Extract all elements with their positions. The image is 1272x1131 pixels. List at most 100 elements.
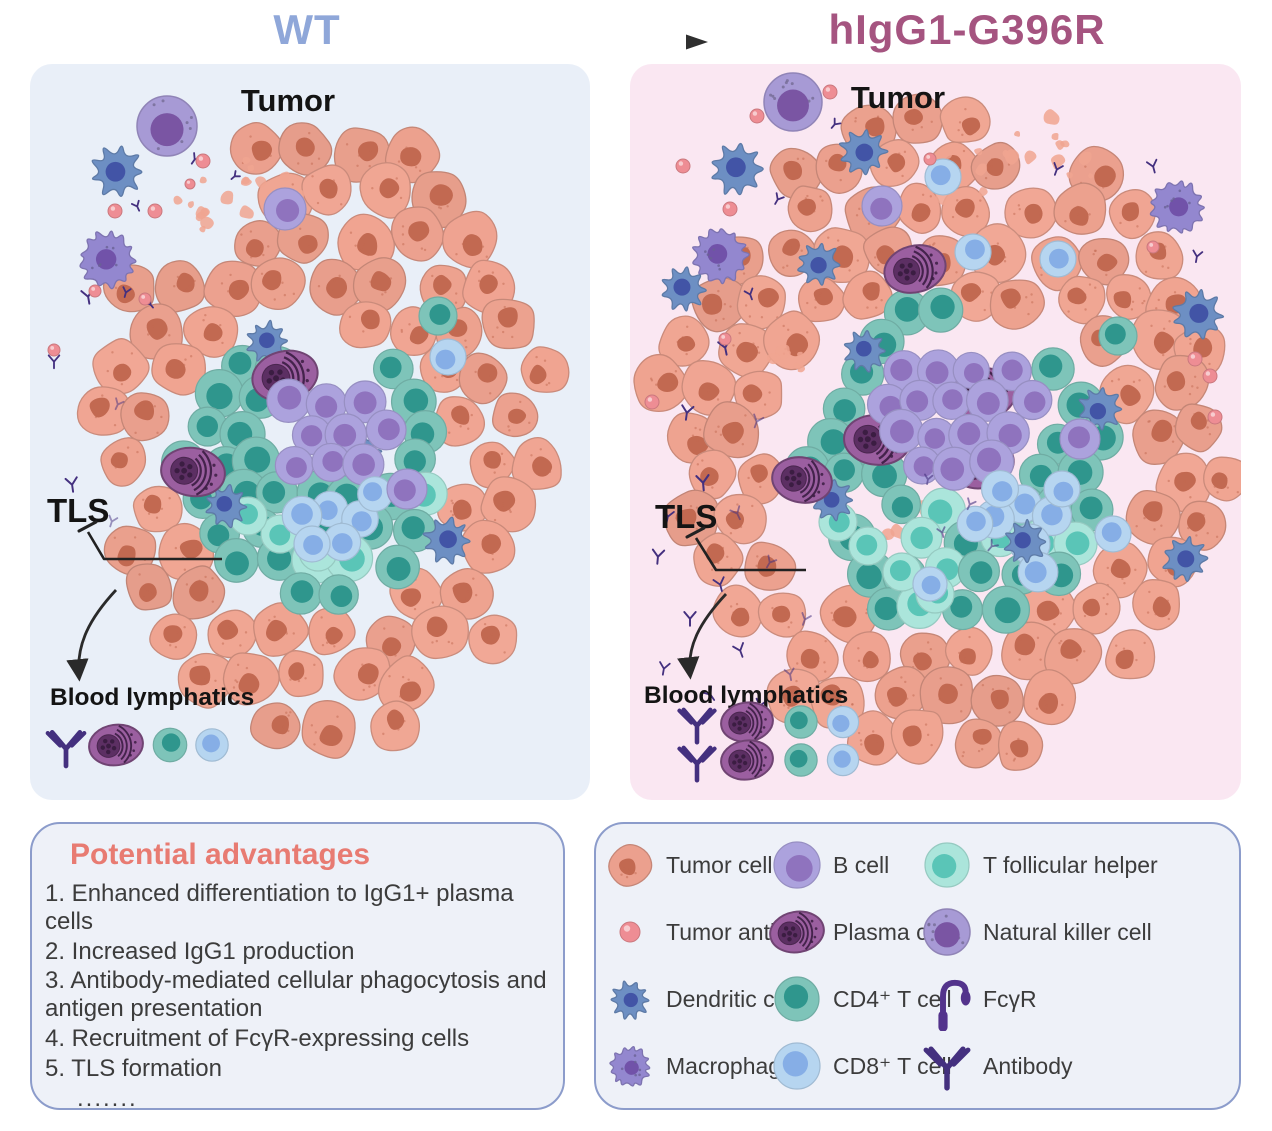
legend-label: Tumor cell	[666, 852, 773, 878]
legend-item-antibody: Antibody	[917, 1033, 1239, 1100]
antibody-icon	[966, 497, 977, 511]
antibody-icon	[677, 745, 717, 783]
dendritic-cell	[1172, 288, 1225, 340]
advantages-box: Potential advantages 1. Enhanced differe…	[30, 822, 565, 1113]
antibody-icon	[783, 667, 795, 682]
legend-item-t-follicular-helper: T follicular helper	[917, 832, 1239, 899]
dendritic-cell	[1003, 518, 1047, 564]
antibody-icon	[830, 117, 842, 129]
tumor-antigens	[644, 84, 1223, 425]
antibody-icon	[701, 685, 716, 701]
cd8-t-cell-icon	[195, 728, 229, 762]
dendritic-cell	[843, 330, 886, 373]
lymphatics-arrow	[677, 593, 728, 680]
plasma-cell	[771, 456, 833, 504]
legend-item-cd8-t-cell: CD8⁺ T cell	[767, 1033, 952, 1100]
legend-label: B cell	[833, 852, 890, 878]
cd8-t-cell-icon	[826, 743, 860, 777]
tumor-mass	[76, 121, 570, 759]
tumor-antigen-icon	[138, 292, 152, 306]
legend-box: Tumor cell Tumor antigen Dendritic cells Ma…	[594, 822, 1241, 1110]
dendritic-cell	[661, 266, 707, 312]
b-cell-cluster	[266, 378, 407, 486]
immune-cells	[661, 72, 1225, 583]
legend-label: Antibody	[983, 1053, 1073, 1079]
antibody-icon	[712, 576, 725, 592]
dendritic-cell-icon	[610, 980, 650, 1020]
tumor-antigen-icon	[107, 203, 123, 219]
b-cell-cluster	[866, 349, 1053, 491]
antibody-icon	[108, 514, 119, 528]
antibody-icon	[732, 642, 744, 658]
tumor-antigen-icon	[675, 158, 691, 174]
antibody-icon	[695, 474, 710, 492]
antibody-icon	[774, 192, 785, 205]
antibody-icon	[683, 611, 697, 627]
tls-label: TLS	[655, 498, 717, 535]
tumor-antigen-icon	[644, 394, 660, 410]
cd8-t-cell	[954, 233, 992, 271]
tumor-antigen-icon	[1146, 240, 1160, 254]
antibody-icon	[1145, 158, 1158, 174]
cd8-t-cell-icon	[773, 1041, 821, 1090]
tumor-antigen-icon	[1187, 351, 1203, 367]
antibody-icon	[801, 612, 812, 626]
natural-killer-cell-icon	[923, 907, 971, 956]
tumor-antigen-icon	[195, 153, 211, 169]
tumor-antigen-icon	[184, 178, 196, 190]
tumor-antigen-icon	[923, 152, 937, 166]
legend-item-b-cell: B cell	[767, 832, 917, 899]
tumor-antigen-icon	[147, 203, 163, 219]
cd4-t-cell	[418, 296, 458, 336]
immune-cells	[79, 95, 471, 565]
dendritic-cell	[1162, 536, 1209, 583]
legend-label: FcγR	[983, 986, 1037, 1012]
tumor-cell-icon	[608, 843, 653, 887]
lymphatics-arrow	[66, 589, 118, 682]
dendritic-cell	[246, 319, 288, 363]
tls-label: TLS	[47, 492, 109, 529]
b-cell	[386, 468, 428, 510]
transition-arrow-icon	[528, 34, 708, 50]
cd8-t-cell	[1039, 240, 1077, 278]
cd8-cluster	[912, 469, 1081, 602]
macrophage-icon	[609, 1045, 651, 1087]
macrophage	[1149, 180, 1205, 234]
advantage-item: 5. TLS formation	[45, 1054, 222, 1082]
tumor-antigen-icon	[619, 921, 641, 942]
advantage-item: 1. Enhanced differentiation to IgG1+ pla…	[45, 880, 514, 935]
legend-item-tumor-cell: Tumor cell	[600, 832, 773, 899]
advantages-list: 1. Enhanced differentiation to IgG1+ pla…	[32, 880, 563, 1113]
b-cell-icon	[773, 840, 821, 889]
legend-label: CD4⁺ T cell	[833, 986, 952, 1012]
tls-leader-line	[86, 531, 222, 561]
antibody-icon	[230, 170, 241, 180]
antibody-icon	[753, 413, 765, 429]
legend-label: Natural killer cell	[983, 919, 1152, 945]
tumor-antigen-icon	[718, 332, 732, 346]
antibody-icon	[651, 548, 666, 565]
cd8-t-cell	[1094, 515, 1132, 553]
dendritic-cell	[422, 516, 471, 565]
antibody-icon	[47, 354, 61, 370]
macrophage	[79, 230, 137, 290]
plasma-cell-icon	[88, 723, 144, 767]
legend-column: T follicular helper Natural killer cell Fc…	[917, 832, 1239, 1104]
antibody-icon	[923, 1045, 971, 1091]
fcgr-icon	[938, 979, 971, 1031]
antibody-icon	[64, 476, 78, 493]
cd8-t-cell-icon	[826, 705, 860, 739]
cd8-t-cell	[429, 338, 467, 376]
cd8-cluster	[281, 476, 393, 563]
tumor-antigen-icon	[47, 343, 61, 357]
plasma-cell-icon	[720, 701, 774, 743]
dendritic-cell	[91, 145, 143, 197]
legend-column: Tumor cell Tumor antigen Dendritic cells Ma…	[600, 832, 813, 1104]
dendritic-cell	[711, 142, 764, 196]
antibody-icon	[765, 554, 778, 569]
natural-killer-cell	[136, 95, 198, 157]
legend-label: T follicular helper	[983, 852, 1158, 878]
antibody-icon	[936, 526, 946, 538]
legend-column: B cell Plasma cell CD4⁺ T cell CD8⁺ T cell	[767, 832, 952, 1104]
